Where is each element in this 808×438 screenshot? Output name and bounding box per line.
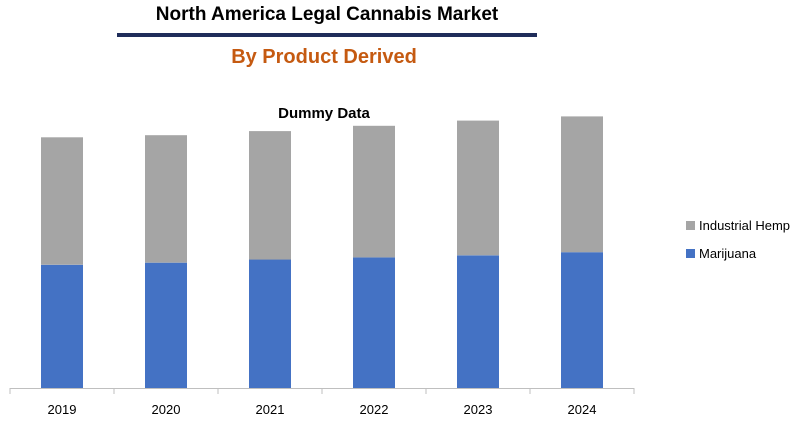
x-tick-label-2019: 2019	[48, 402, 77, 417]
bar-industrial-hemp-2024	[561, 116, 603, 253]
bars-group	[41, 116, 603, 388]
chart-title: Dummy Data	[278, 105, 370, 122]
page-title: North America Legal Cannabis Market	[155, 4, 499, 25]
bar-industrial-hemp-2021	[249, 131, 291, 260]
bar-industrial-hemp-2019	[41, 137, 83, 265]
bar-marijuana-2020	[145, 262, 187, 388]
bar-marijuana-2024	[561, 252, 603, 388]
bar-marijuana-2021	[249, 259, 291, 388]
bar-marijuana-2019	[41, 264, 83, 388]
legend-label-marijuana: Marijuana	[699, 245, 757, 261]
bar-industrial-hemp-2023	[457, 120, 499, 256]
x-axis: 2019 2020 2021 2022 2023 2024	[9, 388, 635, 417]
bar-marijuana-2022	[353, 257, 395, 388]
bar-industrial-hemp-2020	[145, 135, 187, 263]
legend-swatch-industrial-hemp	[686, 220, 695, 230]
legend-item-industrial-hemp: Industrial Hemp	[686, 214, 790, 236]
chart-legend: Industrial Hemp Marijuana	[686, 214, 790, 264]
x-tick-label-2021: 2021	[256, 402, 285, 417]
page-subtitle: By Product Derived	[231, 46, 417, 68]
x-tick-label-2023: 2023	[464, 402, 493, 417]
bar-industrial-hemp-2022	[353, 125, 395, 258]
legend-item-marijuana: Marijuana	[686, 242, 790, 264]
title-underline	[117, 33, 537, 37]
x-tick-label-2020: 2020	[152, 402, 181, 417]
x-tick-label-2022: 2022	[360, 402, 389, 417]
legend-swatch-marijuana	[686, 248, 695, 258]
bar-marijuana-2023	[457, 255, 499, 388]
legend-label-industrial-hemp: Industrial Hemp	[699, 217, 791, 233]
x-tick-label-2024: 2024	[568, 402, 597, 417]
